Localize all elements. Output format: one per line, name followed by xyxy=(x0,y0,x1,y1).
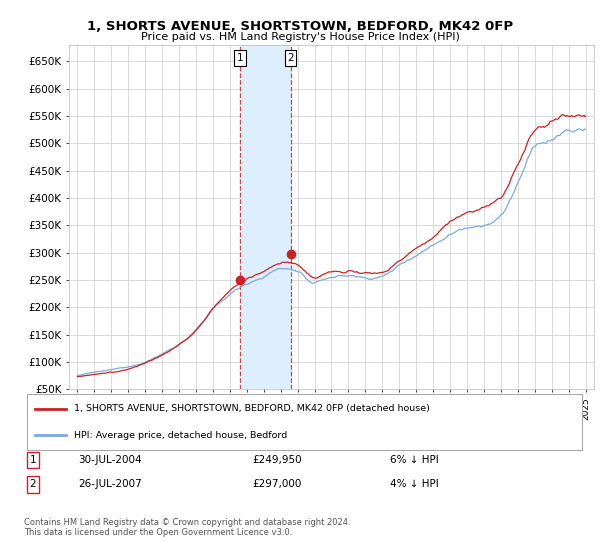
Text: £249,950: £249,950 xyxy=(252,455,302,465)
Text: 26-JUL-2007: 26-JUL-2007 xyxy=(78,479,142,489)
Text: 1: 1 xyxy=(236,53,243,63)
Text: 30-JUL-2004: 30-JUL-2004 xyxy=(78,455,142,465)
Text: 1, SHORTS AVENUE, SHORTSTOWN, BEDFORD, MK42 0FP: 1, SHORTS AVENUE, SHORTSTOWN, BEDFORD, M… xyxy=(87,20,513,32)
Text: HPI: Average price, detached house, Bedford: HPI: Average price, detached house, Bedf… xyxy=(74,431,288,440)
Bar xyxy=(240,45,290,389)
Text: 2: 2 xyxy=(29,479,37,489)
Text: £297,000: £297,000 xyxy=(252,479,301,489)
Text: 1: 1 xyxy=(29,455,37,465)
Text: 4% ↓ HPI: 4% ↓ HPI xyxy=(390,479,439,489)
Text: 1, SHORTS AVENUE, SHORTSTOWN, BEDFORD, MK42 0FP (detached house): 1, SHORTS AVENUE, SHORTSTOWN, BEDFORD, M… xyxy=(74,404,430,413)
Text: Contains HM Land Registry data © Crown copyright and database right 2024.
This d: Contains HM Land Registry data © Crown c… xyxy=(24,518,350,538)
FancyBboxPatch shape xyxy=(27,394,582,450)
Text: 6% ↓ HPI: 6% ↓ HPI xyxy=(390,455,439,465)
Text: Price paid vs. HM Land Registry's House Price Index (HPI): Price paid vs. HM Land Registry's House … xyxy=(140,32,460,43)
Text: 2: 2 xyxy=(287,53,294,63)
